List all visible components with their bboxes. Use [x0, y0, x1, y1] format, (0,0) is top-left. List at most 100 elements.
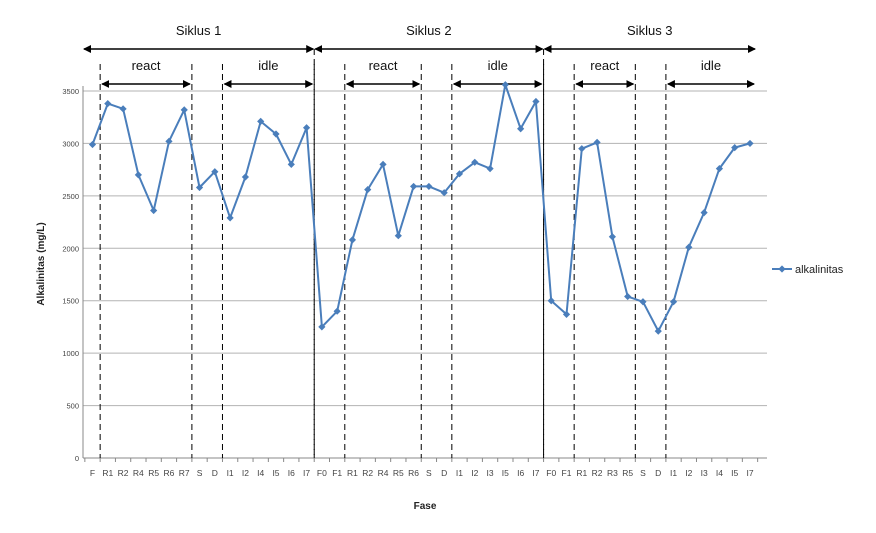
data-point — [486, 164, 494, 173]
x-tick-label: S — [197, 468, 203, 478]
x-tick-label: I3 — [701, 468, 708, 478]
y-tick-label: 1500 — [62, 297, 79, 306]
phase-label: idle — [701, 58, 721, 73]
phase-label: idle — [258, 58, 278, 73]
phase-label: idle — [488, 58, 508, 73]
x-tick-label: R2 — [118, 468, 129, 478]
x-tick-label: I4 — [716, 468, 723, 478]
data-point — [562, 310, 571, 318]
x-tick-label: S — [426, 468, 432, 478]
cycle-phase-annotations: Siklus 1 Siklus 2 Siklus 3 react idle react id… — [83, 23, 756, 458]
x-tick-label: I5 — [731, 468, 738, 478]
data-point — [715, 164, 724, 173]
x-tick-label: D — [655, 468, 661, 478]
x-tick-label: R4 — [378, 468, 389, 478]
x-tick-label: R3 — [607, 468, 618, 478]
x-tick-label: R2 — [592, 468, 603, 478]
x-tick-label: I3 — [487, 468, 494, 478]
x-tick-label: I2 — [471, 468, 478, 478]
x-tick-label: R7 — [179, 468, 190, 478]
y-tick-label: 1000 — [62, 349, 79, 358]
y-tick-label: 500 — [66, 402, 79, 411]
data-point — [654, 327, 662, 335]
x-tick-label: I1 — [227, 468, 234, 478]
data-point — [578, 145, 586, 153]
data-point — [517, 125, 525, 133]
legend: alkalinitas — [772, 264, 844, 276]
x-tick-label: I2 — [242, 468, 249, 478]
data-point — [593, 138, 601, 146]
x-tick-label: F0 — [546, 468, 556, 478]
data-point — [104, 99, 112, 108]
data-point — [440, 189, 448, 197]
x-tick-label: R1 — [347, 468, 358, 478]
data-point — [425, 182, 433, 191]
x-tick-label: F0 — [317, 468, 327, 478]
cycle-label: Siklus 3 — [627, 23, 673, 38]
x-tick-label: I5 — [502, 468, 509, 478]
data-point — [685, 243, 693, 251]
cycle-label: Siklus 1 — [176, 23, 222, 38]
legend-label: alkalinitas — [795, 264, 844, 276]
x-tick-label: R6 — [164, 468, 175, 478]
data-point — [88, 140, 97, 149]
y-tick-label: 2500 — [62, 192, 79, 201]
x-tick-label: R5 — [393, 468, 404, 478]
data-point — [333, 307, 341, 315]
x-tick-label: R5 — [622, 468, 633, 478]
legend-swatch-marker — [778, 265, 786, 273]
x-tick-label: I5 — [272, 468, 279, 478]
data-point — [364, 185, 372, 194]
data-point — [134, 171, 142, 179]
x-tick-label: I7 — [303, 468, 310, 478]
data-point — [700, 209, 708, 217]
y-tick-label: 3000 — [62, 139, 79, 148]
y-tick-label: 3500 — [62, 87, 79, 96]
data-point — [501, 81, 509, 89]
x-tick-label: I1 — [670, 468, 677, 478]
x-tick-label: I2 — [685, 468, 692, 478]
data-point — [150, 206, 158, 215]
x-tick-label: I7 — [746, 468, 753, 478]
axes: 0 500 1000 1500 2000 2500 3000 3500 F R1 R2 R4 R5 R6 R… — [62, 86, 767, 478]
data-point — [318, 323, 326, 331]
data-point — [226, 214, 234, 222]
x-tick-label: F — [90, 468, 95, 478]
data-point — [211, 168, 219, 176]
data-point — [410, 182, 418, 191]
y-axis-title: Alkalinitas (mg/L) — [36, 222, 47, 305]
x-tick-label: S — [640, 468, 646, 478]
data-point — [165, 137, 173, 145]
data-point — [608, 233, 616, 241]
phase-label: react — [590, 58, 619, 73]
x-tick-label: R6 — [408, 468, 419, 478]
data-point — [379, 160, 387, 168]
x-tick-label: I6 — [288, 468, 295, 478]
data-point — [287, 160, 295, 168]
phase-label: react — [369, 58, 398, 73]
data-point — [471, 158, 479, 166]
data-point — [746, 139, 754, 148]
data-point — [394, 232, 402, 240]
x-tick-label: I1 — [456, 468, 463, 478]
x-tick-label: R1 — [576, 468, 587, 478]
data-point — [272, 130, 280, 138]
data-point — [547, 297, 555, 305]
phase-label: react — [132, 58, 161, 73]
data-point — [731, 144, 739, 152]
data-point — [195, 183, 204, 192]
x-tick-label: R5 — [148, 468, 159, 478]
data-point — [348, 236, 357, 244]
x-tick-label: D — [441, 468, 447, 478]
y-tick-label: 0 — [75, 454, 79, 463]
data-point — [180, 106, 188, 114]
x-tick-label: R4 — [133, 468, 144, 478]
x-tick-label: R2 — [362, 468, 373, 478]
data-point — [455, 170, 464, 178]
data-point — [302, 124, 311, 132]
y-tick-label: 2000 — [62, 244, 79, 253]
x-tick-label: I7 — [532, 468, 539, 478]
x-tick-label: F1 — [562, 468, 572, 478]
x-axis-title: Fase — [414, 501, 437, 512]
